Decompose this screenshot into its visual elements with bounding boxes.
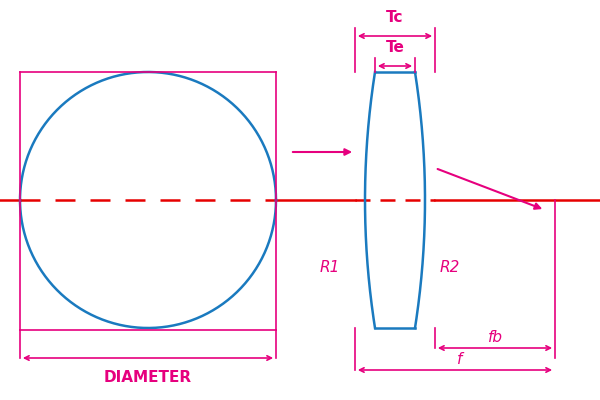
Text: R2: R2	[440, 260, 460, 276]
Text: Tc: Tc	[386, 10, 404, 26]
Text: R1: R1	[320, 260, 340, 276]
Text: f: f	[457, 352, 463, 368]
Text: DIAMETER: DIAMETER	[104, 370, 192, 386]
Text: Te: Te	[386, 40, 404, 56]
Text: fb: fb	[487, 330, 503, 346]
